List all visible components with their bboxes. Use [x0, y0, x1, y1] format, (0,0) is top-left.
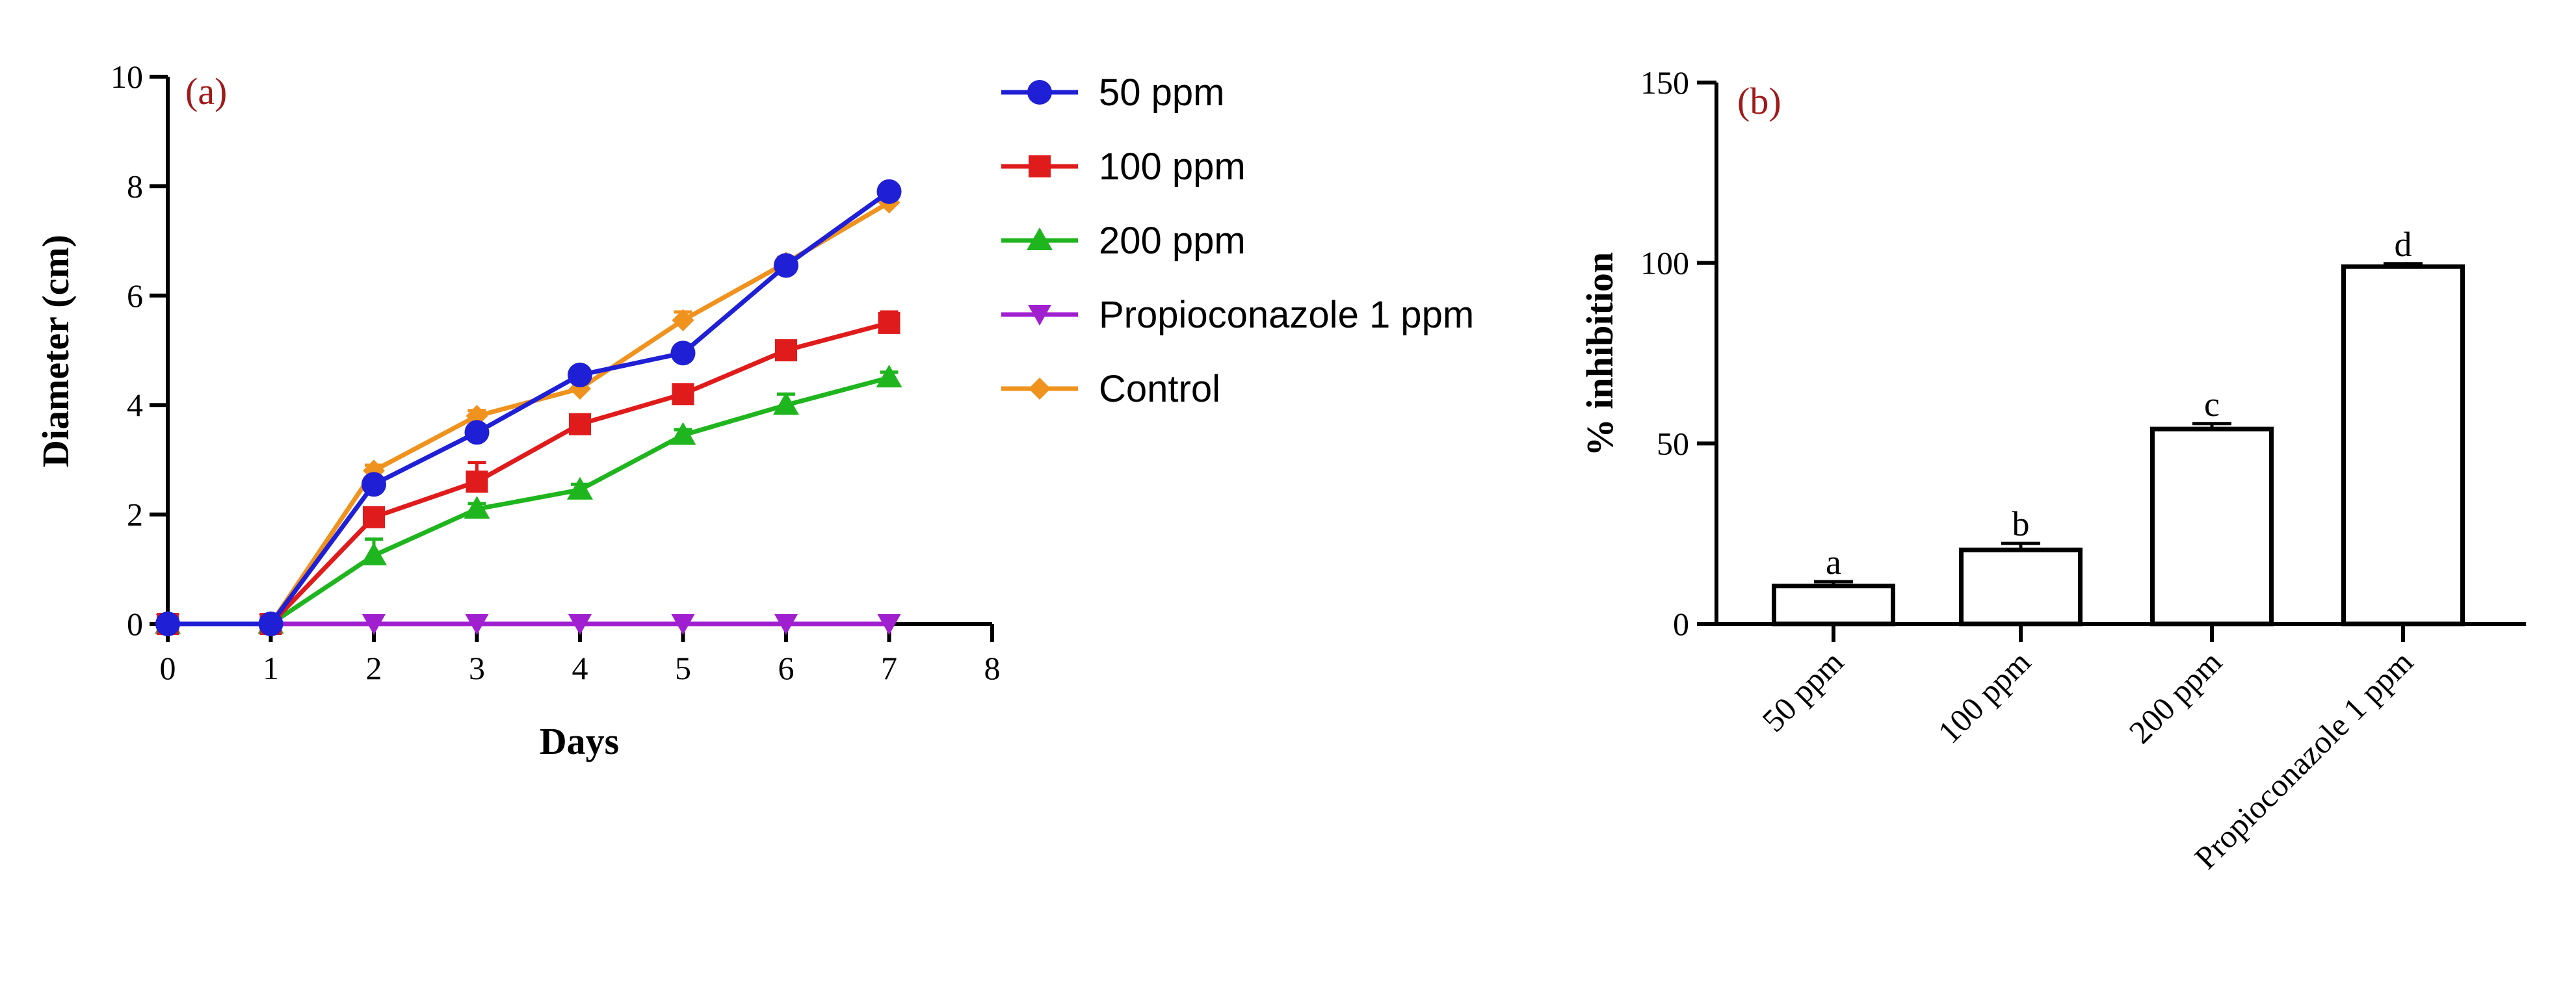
legend-item: 100 ppm [1001, 146, 1246, 188]
bar-group: d [2341, 225, 2465, 627]
legend-marker [1029, 378, 1051, 400]
data-point [774, 614, 798, 635]
legend-label: Control [1099, 368, 1220, 410]
bar-chart-panel: (b) 0 50 100 150 % inhibition a b c d 50 ppm 10… [1579, 64, 2526, 876]
line-chart-x-axis-title: Days [540, 720, 619, 762]
significance-letter: b [2012, 504, 2030, 543]
data-point [672, 383, 694, 406]
bar [1959, 547, 2083, 627]
bar-group: a [1772, 543, 1895, 627]
line-chart-axes [166, 77, 992, 626]
bar-chart-x-tick-label: Propioconazole 1 ppm [2187, 643, 2420, 876]
data-point [362, 614, 386, 635]
data-point [877, 614, 901, 635]
legend-marker [1029, 155, 1051, 177]
bar-chart-x-tick-label: 200 ppm [2122, 643, 2228, 750]
line-series-200-ppm [155, 365, 902, 634]
bar [2150, 426, 2274, 627]
data-point [878, 311, 900, 334]
panel-label-a: (a) [185, 70, 227, 112]
bar-chart-x-tick-label: 50 ppm [1755, 643, 1850, 739]
legend-marker [1027, 80, 1052, 105]
series-line [168, 320, 890, 627]
line-chart-x-tick-label: 5 [675, 650, 691, 686]
bar-chart-y-tick-label: 50 [1657, 425, 1689, 461]
bar-chart-y-tick-label: 150 [1640, 64, 1689, 101]
data-point [671, 614, 695, 635]
line-chart-y-tick-label: 4 [127, 387, 143, 423]
line-chart-x-tick-label: 6 [778, 650, 795, 686]
bar [2341, 264, 2465, 627]
data-point [465, 614, 489, 635]
data-point [567, 476, 593, 500]
bar-chart-y-axis-title: % inhibition [1579, 252, 1621, 456]
series-line [168, 189, 891, 627]
significance-letter: d [2395, 225, 2412, 264]
data-point [361, 542, 387, 565]
line-chart-y-tick-label: 6 [127, 278, 143, 314]
bar-chart-y-tick-label: 100 [1640, 245, 1689, 281]
data-point [876, 179, 902, 204]
significance-letter: c [2204, 385, 2220, 424]
bar-chart-bars: a b c d [1772, 225, 2465, 627]
line-chart-x-tick-label: 7 [881, 650, 897, 686]
line-chart-x-tick-label: 4 [572, 650, 588, 686]
line-chart-x-tick-label: 2 [366, 650, 382, 686]
data-point [466, 471, 488, 493]
data-point [363, 506, 385, 528]
bar-group: c [2150, 385, 2274, 627]
bar-group: b [1959, 504, 2083, 627]
line-chart-x-tick-label: 8 [984, 650, 1001, 686]
line-chart-y-tick-label: 0 [127, 606, 143, 642]
data-point [670, 422, 696, 445]
legend-item: 50 ppm [1001, 71, 1224, 114]
line-series-50-ppm [155, 179, 902, 636]
line-chart-x-tick-label: 1 [263, 650, 279, 686]
data-point [672, 309, 694, 331]
data-point [361, 472, 386, 497]
bar-chart-x-tick-label: 100 ppm [1930, 643, 2037, 750]
data-point [464, 496, 490, 519]
data-point [258, 612, 283, 636]
legend-item: Propioconazole 1 ppm [1001, 294, 1474, 336]
data-point [773, 392, 799, 415]
bar-chart-y-ticks: 0 50 100 150 [1640, 64, 1716, 642]
line-chart-x-tick-label: 3 [469, 650, 485, 686]
data-point [876, 365, 902, 388]
data-point [569, 413, 591, 435]
data-point [670, 341, 696, 366]
data-point [774, 253, 798, 278]
data-point [568, 614, 592, 635]
bar [1772, 584, 1895, 627]
line-chart-y-tick-label: 2 [127, 497, 143, 533]
line-series-100-ppm [157, 310, 900, 635]
data-point [464, 420, 490, 445]
legend-label: 200 ppm [1099, 220, 1246, 262]
legend-item: 200 ppm [1001, 220, 1246, 262]
legend-marker [1027, 227, 1053, 250]
legend-marker [1028, 305, 1051, 326]
significance-letter: a [1826, 543, 1841, 582]
data-point [155, 612, 180, 636]
line-chart-x-tick-label: 0 [160, 650, 176, 686]
bar-chart-y-tick-label: 0 [1673, 606, 1689, 642]
line-chart-panel: (a) 0 2 4 6 8 10 0 1 2 3 4 5 6 7 8 Diameter (cm) Days… [34, 58, 1474, 762]
data-point [775, 339, 797, 361]
line-chart-y-ticks: 0 2 4 6 8 10 [111, 58, 168, 642]
line-chart-legend: 50 ppm 100 ppm 200 ppm Propioconazole 1 ppm… [1001, 71, 1474, 410]
line-chart-y-tick-label: 8 [127, 168, 143, 204]
line-chart-series-group [155, 179, 902, 636]
line-chart-y-axis-title: Diameter (cm) [34, 235, 77, 467]
panel-label-b: (b) [1737, 80, 1781, 122]
legend-label: Propioconazole 1 ppm [1099, 294, 1474, 336]
legend-label: 50 ppm [1099, 71, 1224, 114]
legend-label: 100 ppm [1099, 146, 1246, 188]
data-point [568, 362, 592, 387]
legend-item: Control [1001, 368, 1220, 410]
line-chart-y-tick-label: 10 [111, 58, 143, 95]
series-line [168, 375, 890, 627]
